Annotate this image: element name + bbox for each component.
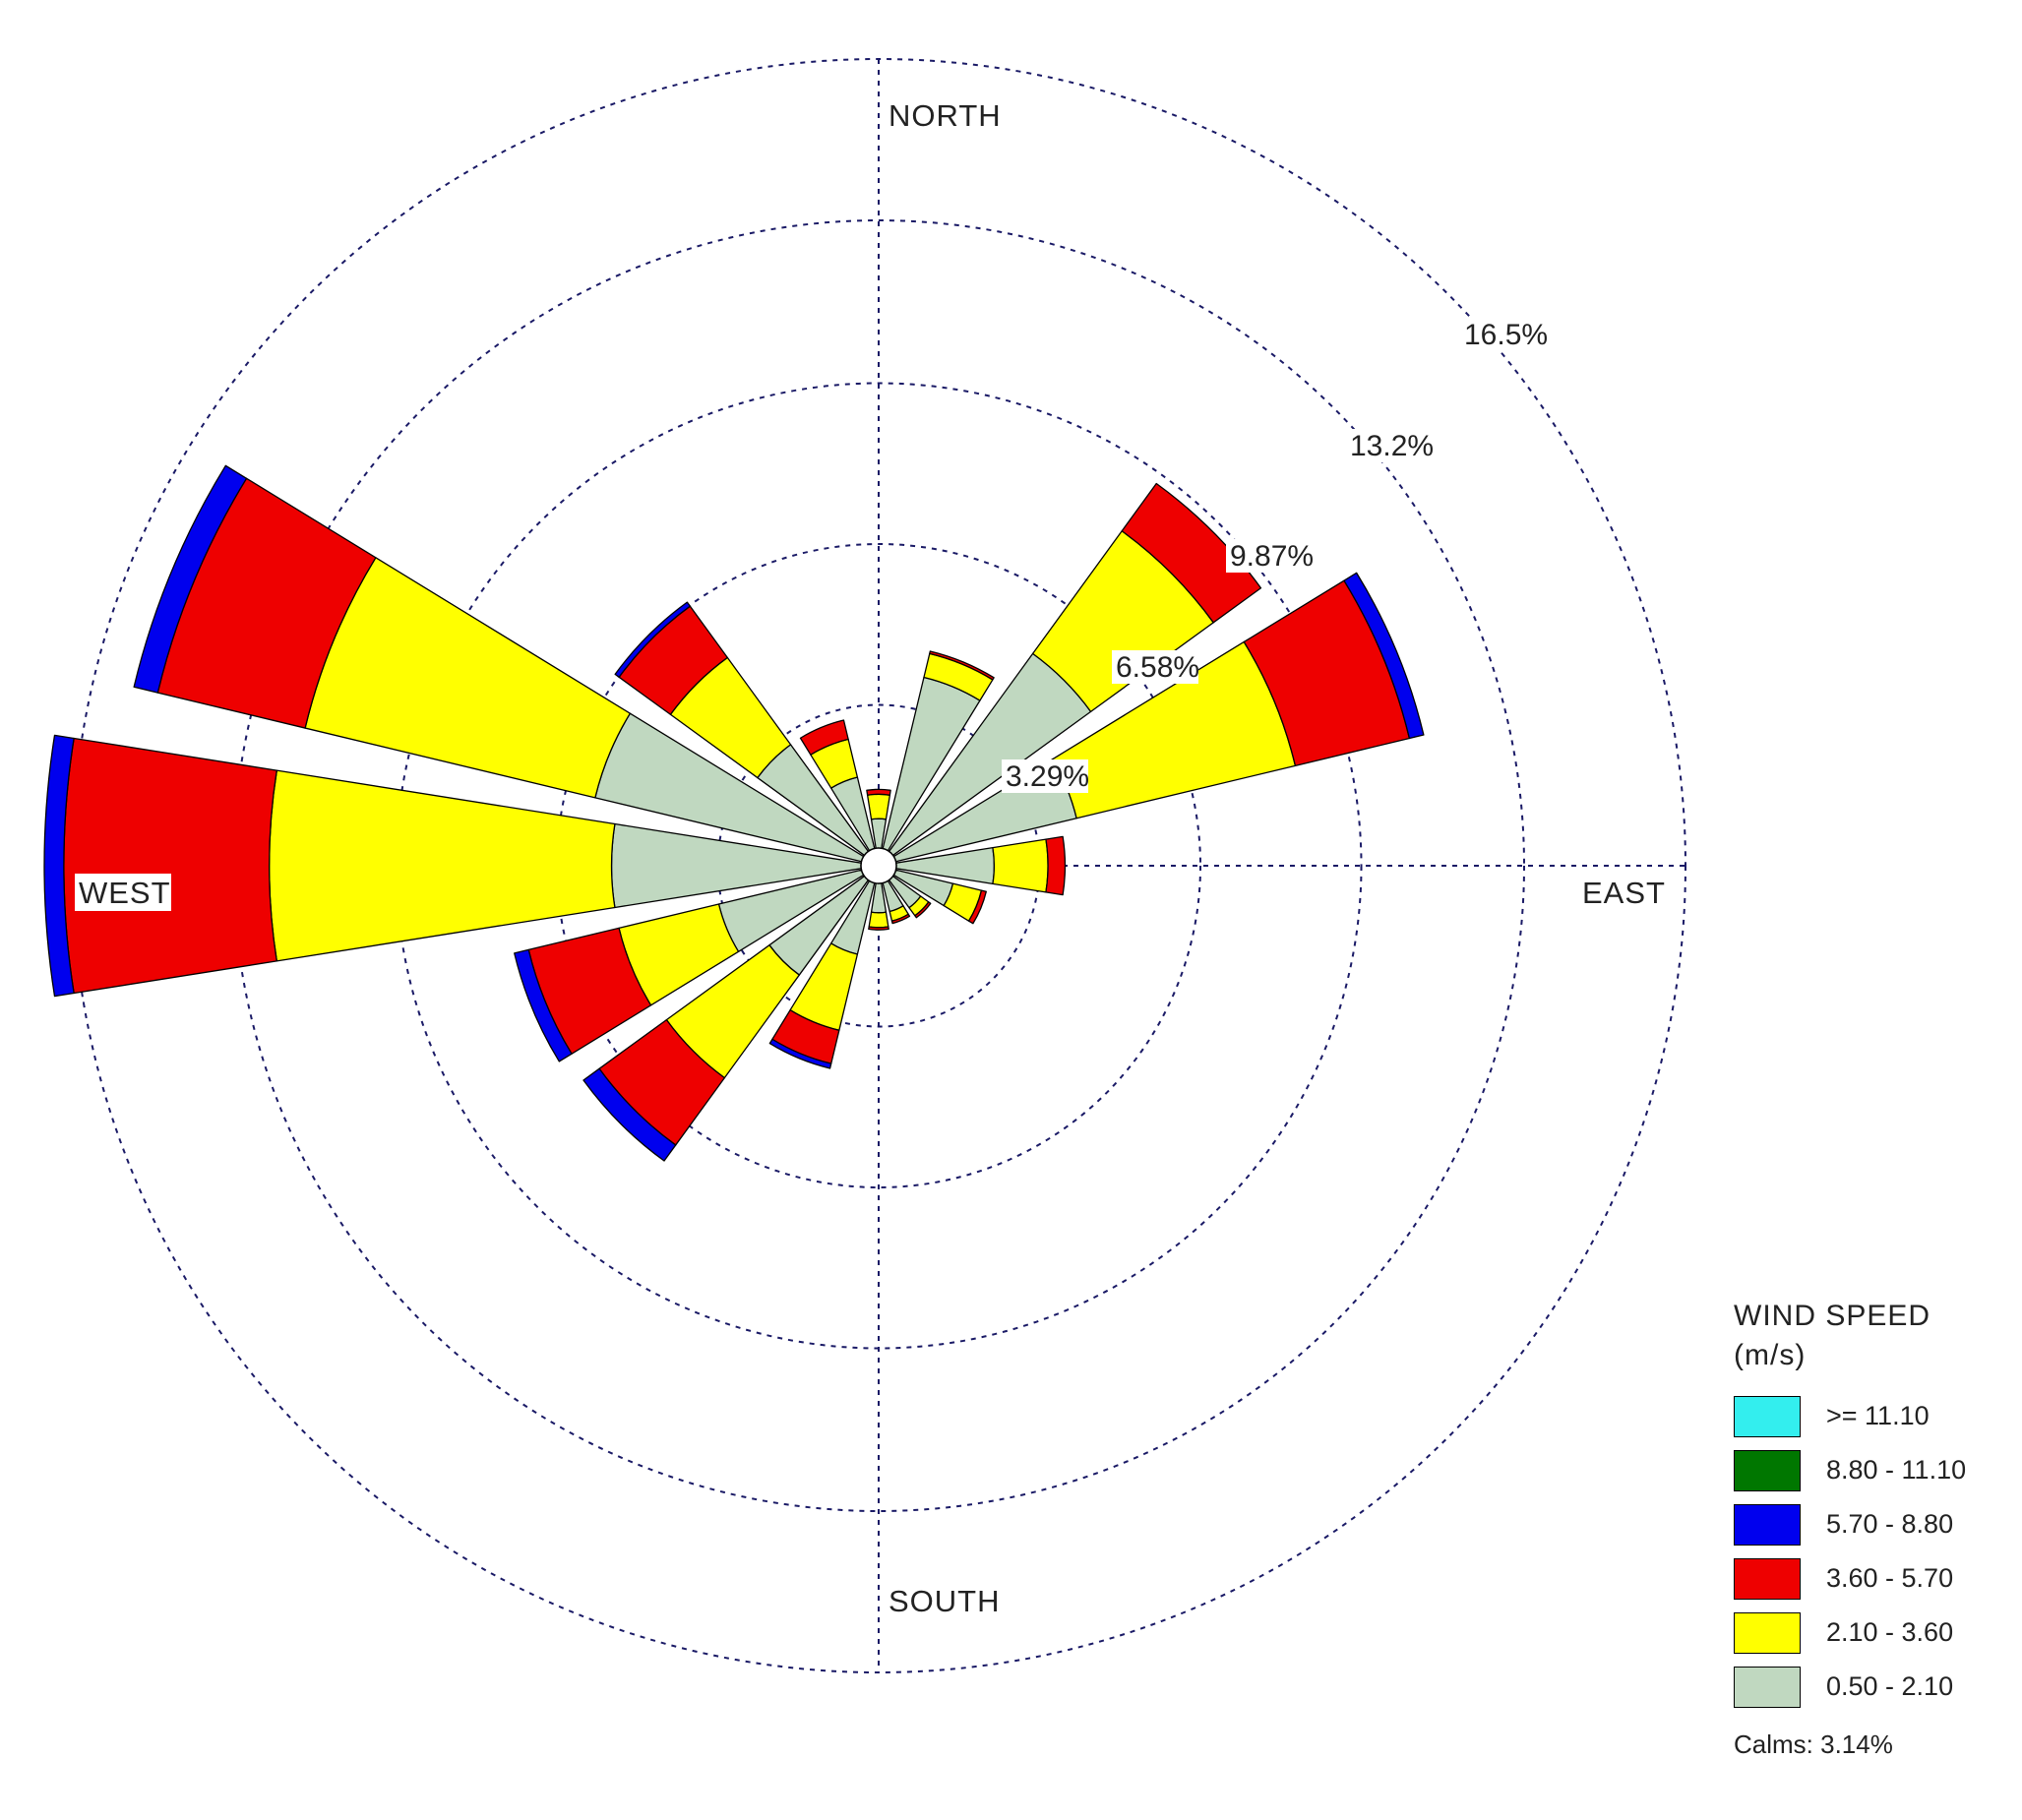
ring-label-5: 16.5% xyxy=(1464,319,1548,351)
petal-0 xyxy=(866,788,891,849)
petal-292.5 xyxy=(133,464,865,863)
petal-90-bin-1 xyxy=(992,838,1049,893)
petal-315 xyxy=(614,601,870,857)
direction-label-north: NORTH xyxy=(888,98,1002,133)
legend-swatch xyxy=(1734,1557,1801,1600)
legend-entry: 2.10 - 3.60 xyxy=(1734,1606,2019,1660)
ring-label-2: 6.58% xyxy=(1116,651,1199,684)
ring-label-bg-4 xyxy=(1346,429,1433,462)
ring-label-bg-3 xyxy=(1226,539,1313,573)
direction-label-east: EAST xyxy=(1582,876,1666,910)
legend-entries: >= 11.10 8.80 - 11.10 5.70 - 8.80 3.60 - 5.… xyxy=(1734,1389,2019,1714)
petal-45 xyxy=(888,482,1262,857)
ring-label-bg-2 xyxy=(1112,650,1198,684)
petal-247.5-bin-3 xyxy=(514,948,573,1062)
petal-0-bin-1 xyxy=(866,793,891,820)
petal-202.5-bin-3 xyxy=(768,1038,832,1069)
petal-270-bin-3 xyxy=(43,734,75,998)
legend-entry: 0.50 - 2.10 xyxy=(1734,1660,2019,1714)
legend-swatch xyxy=(1734,1503,1801,1546)
petal-180-bin-2 xyxy=(868,926,889,931)
legend-title: WIND SPEED xyxy=(1734,1300,1931,1332)
direction-label-south: SOUTH xyxy=(888,1584,1001,1618)
ring-label-bg-5 xyxy=(1460,318,1547,351)
ring-label-3: 9.87% xyxy=(1230,540,1314,573)
legend-swatch xyxy=(1734,1666,1801,1708)
legend-label: 3.60 - 5.70 xyxy=(1826,1563,1954,1593)
legend-label: >= 11.10 xyxy=(1826,1401,1930,1430)
petal-45-bin-2 xyxy=(1121,482,1262,624)
petal-22.5 xyxy=(882,650,995,852)
direction-label-west: WEST xyxy=(79,876,171,910)
legend-entry: 3.60 - 5.70 xyxy=(1734,1551,2019,1606)
petal-180 xyxy=(868,882,889,931)
petal-135 xyxy=(888,875,932,919)
petal-225 xyxy=(582,875,870,1162)
legend-entry: >= 11.10 xyxy=(1734,1389,2019,1443)
legend: WIND SPEED (m/s) >= 11.10 8.80 - 11.10 5.7… xyxy=(1734,1297,2019,1760)
petal-247.5 xyxy=(514,869,865,1062)
direction-label-bg-south xyxy=(885,1582,1003,1619)
direction-label-bg-west xyxy=(75,874,171,911)
calm-circle xyxy=(860,847,897,884)
direction-label-bg-north xyxy=(885,96,1003,134)
petal-337.5 xyxy=(799,719,876,852)
legend-entry: 5.70 - 8.80 xyxy=(1734,1497,2019,1551)
ring-label-1: 3.29% xyxy=(1006,760,1089,793)
calms-label: Calms: 3.14% xyxy=(1734,1729,1893,1759)
petal-0-bin-2 xyxy=(866,788,891,796)
petal-22.5-bin-2 xyxy=(929,650,995,681)
wind-rose-petals xyxy=(43,464,1425,1162)
petal-90-bin-2 xyxy=(1045,835,1067,896)
chart-labels: 3.29% 6.58% 9.87% 13.2% 16.5% NORTH EAST SOUTH W… xyxy=(75,96,1675,1619)
petal-112.5 xyxy=(892,869,987,925)
ring-label-4: 13.2% xyxy=(1350,430,1434,462)
petal-202.5 xyxy=(768,880,876,1069)
petal-315-bin-3 xyxy=(614,601,691,678)
legend-swatch xyxy=(1734,1449,1801,1491)
ring-label-bg-1 xyxy=(1002,759,1088,793)
petal-270 xyxy=(43,734,862,998)
legend-label: 2.10 - 3.60 xyxy=(1826,1617,1954,1647)
legend-swatch xyxy=(1734,1395,1801,1437)
petal-292.5-bin-3 xyxy=(133,464,248,694)
petal-135-bin-2 xyxy=(914,901,932,919)
petal-225-bin-3 xyxy=(582,1067,677,1162)
petal-270-bin-2 xyxy=(63,737,277,995)
legend-entry: 8.80 - 11.10 xyxy=(1734,1443,2019,1497)
petal-337.5-bin-2 xyxy=(799,719,849,756)
legend-units: (m/s) xyxy=(1734,1339,1807,1371)
petal-180-bin-1 xyxy=(868,911,889,929)
legend-swatch xyxy=(1734,1611,1801,1654)
legend-label: 8.80 - 11.10 xyxy=(1826,1455,1967,1485)
petal-112.5-bin-2 xyxy=(967,889,987,925)
petal-157.5-bin-2 xyxy=(890,913,911,925)
petal-67.5-bin-3 xyxy=(1343,572,1425,740)
petal-157.5 xyxy=(882,880,911,925)
legend-label: 5.70 - 8.80 xyxy=(1826,1509,1954,1539)
legend-label: 0.50 - 2.10 xyxy=(1826,1671,1954,1701)
direction-label-bg-east xyxy=(1578,874,1675,911)
petal-90 xyxy=(895,835,1067,896)
